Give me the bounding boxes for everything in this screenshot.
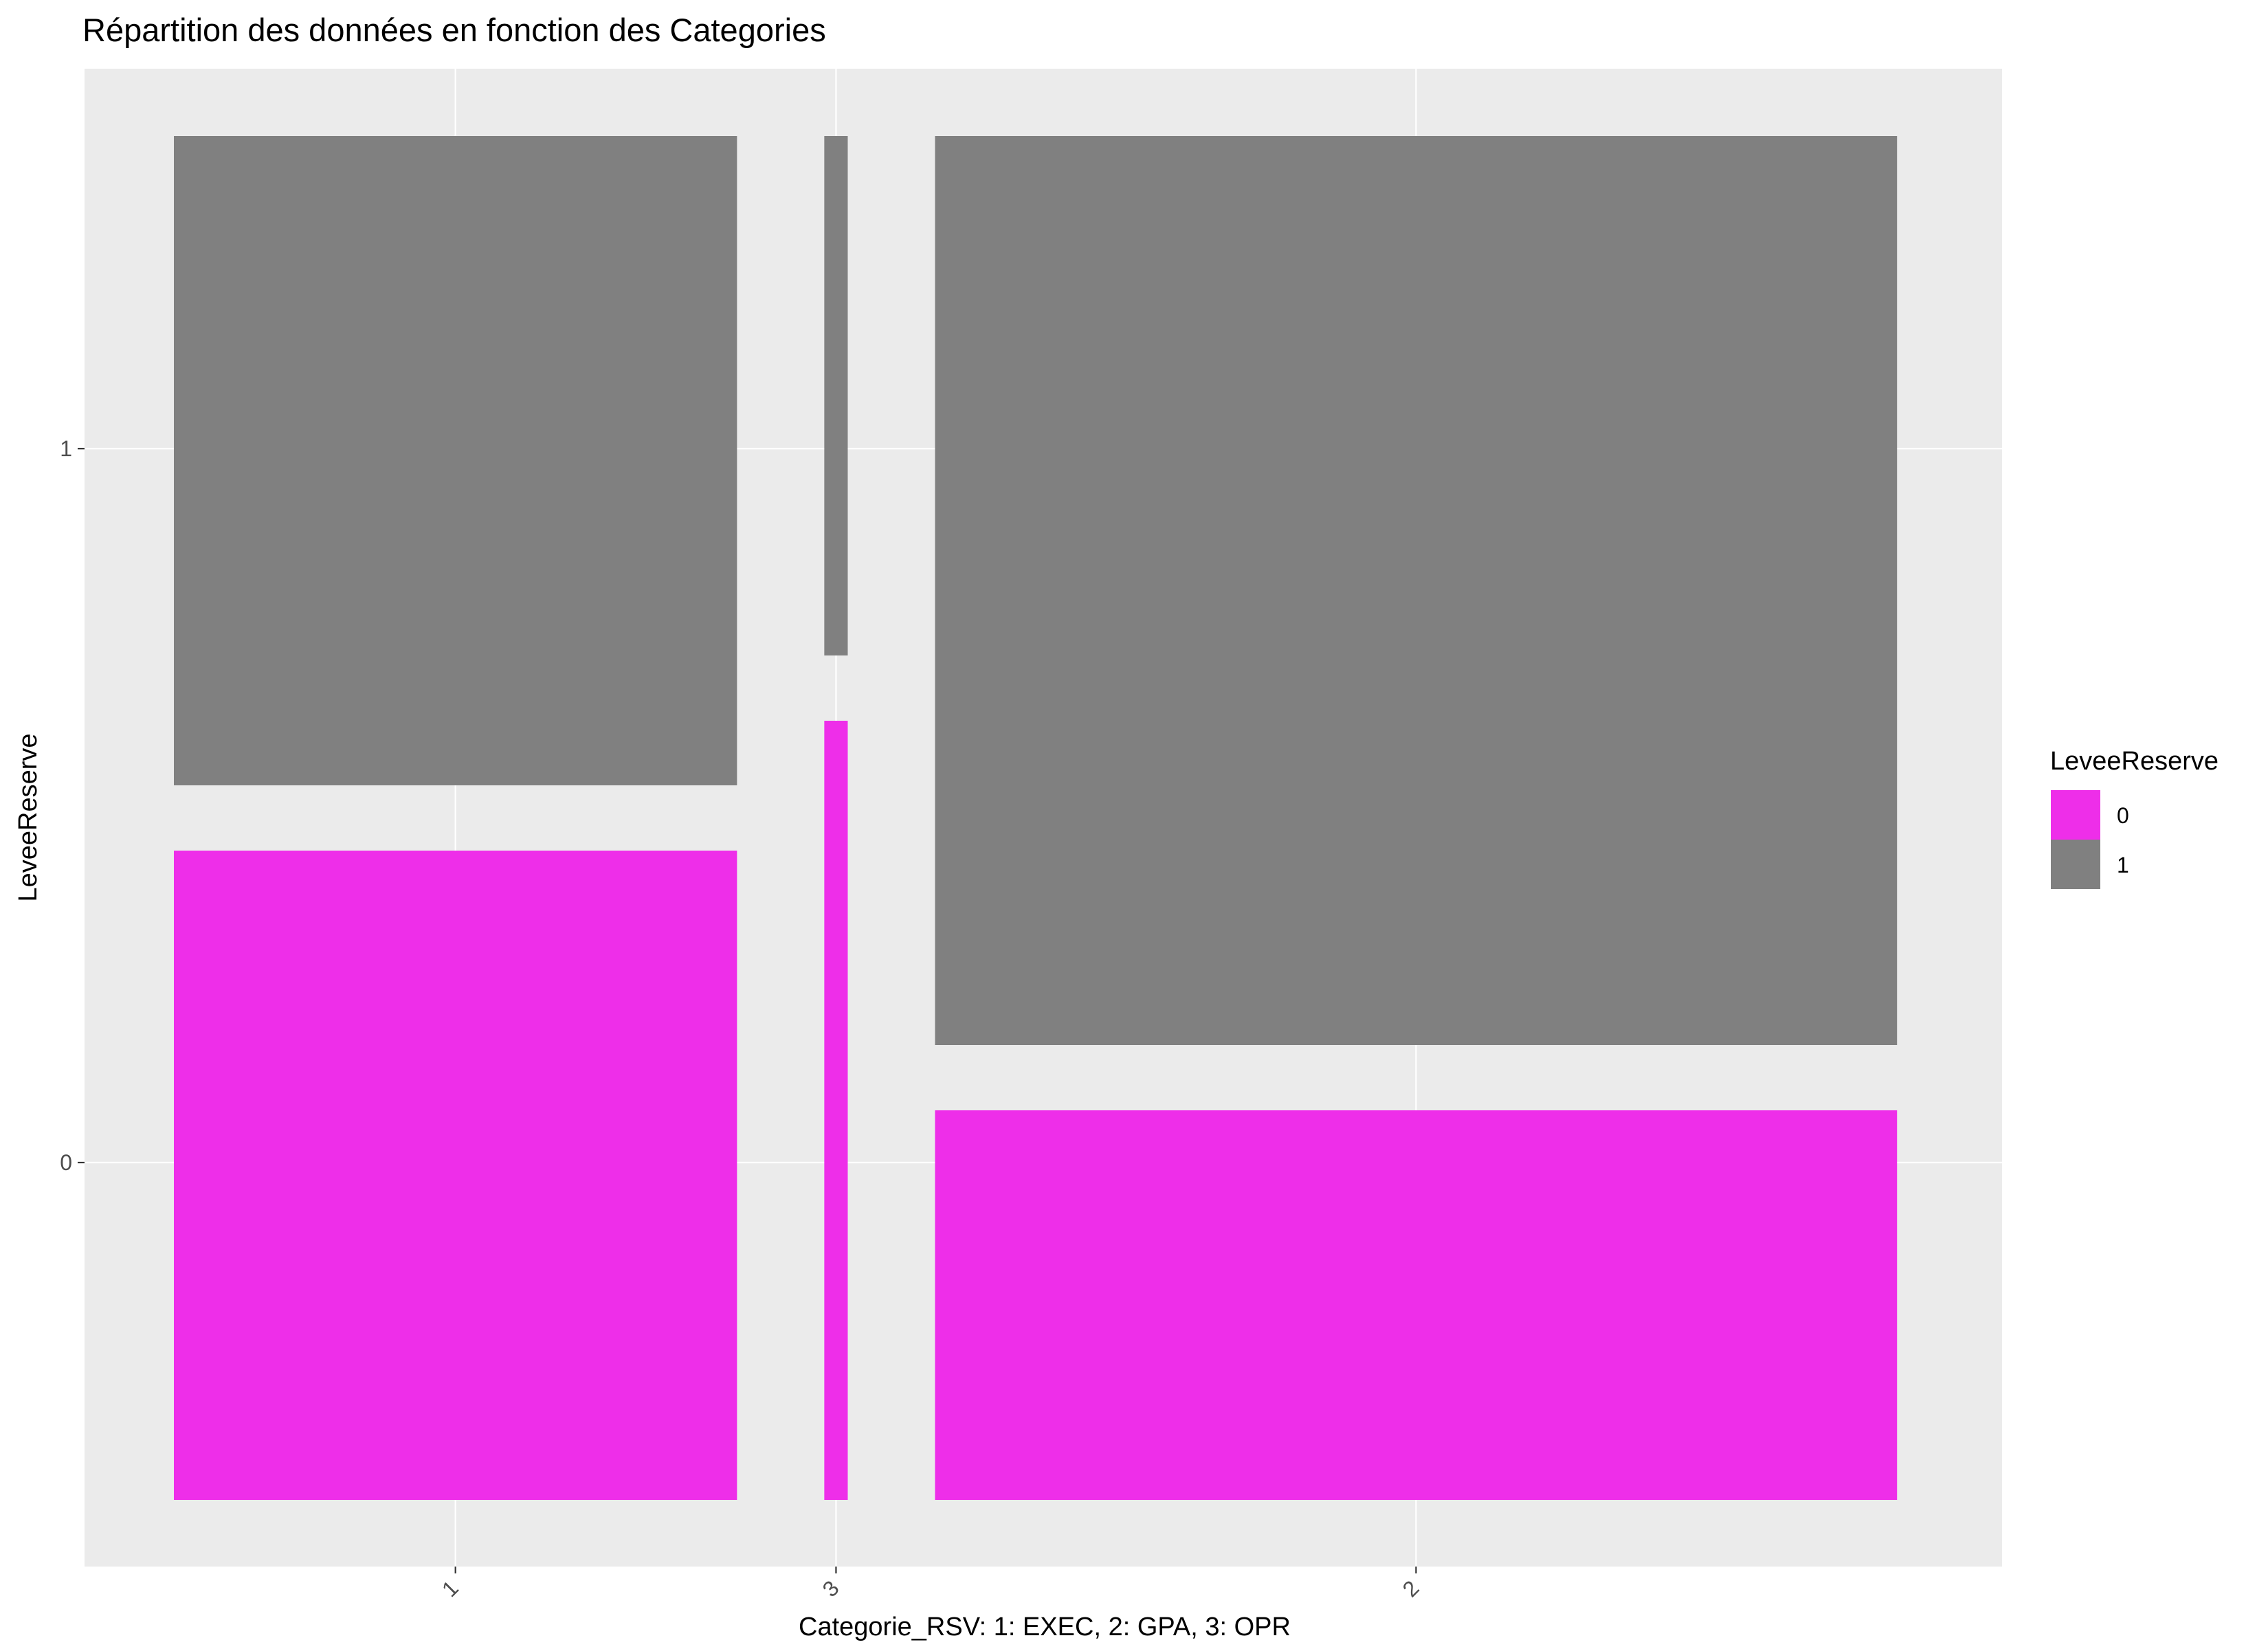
legend-key-1 xyxy=(2051,840,2100,889)
tile-cat-2-level-1 xyxy=(935,136,1898,1045)
legend-title: LeveeReserve xyxy=(2050,747,2219,776)
x-tick-label: 2 xyxy=(1398,1575,1424,1602)
y-tick-label: 0 xyxy=(60,1150,72,1175)
x-tick-label: 3 xyxy=(818,1575,844,1602)
tile-cat-1-level-0 xyxy=(174,851,737,1500)
y-axis-title: LeveeReserve xyxy=(14,733,43,901)
tile-cat-3-level-1 xyxy=(824,136,848,655)
y-tick-label: 1 xyxy=(60,436,72,461)
x-axis-title: Categorie_RSV: 1: EXEC, 2: GPA, 3: OPR xyxy=(799,1613,1291,1641)
legend: LeveeReserve 0 1 xyxy=(2050,747,2219,889)
legend-key-0 xyxy=(2051,790,2100,840)
tile-cat-1-level-1 xyxy=(174,136,737,785)
x-axis: 1 3 2 xyxy=(437,1567,1424,1602)
legend-label-1: 1 xyxy=(2117,853,2129,877)
x-tick-label: 1 xyxy=(437,1575,463,1602)
legend-label-0: 0 xyxy=(2117,803,2129,828)
y-axis: 01 xyxy=(60,436,85,1175)
tile-cat-2-level-0 xyxy=(935,1110,1898,1500)
tile-cat-3-level-0 xyxy=(824,721,848,1500)
mosaic-tiles xyxy=(174,136,1898,1500)
chart-title: Répartition des données en fonction des … xyxy=(82,12,826,48)
